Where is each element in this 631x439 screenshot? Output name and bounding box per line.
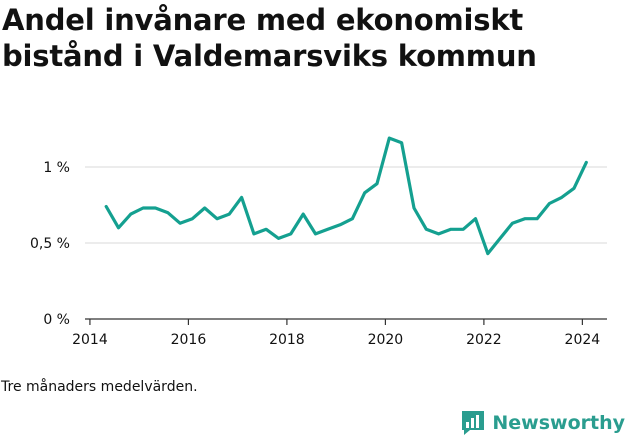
y-tick-label: 1 % <box>43 160 70 176</box>
x-tick-label: 2022 <box>466 332 502 348</box>
y-tick-label: 0,5 % <box>30 236 70 252</box>
x-axis <box>85 318 607 325</box>
y-axis-tick-labels: 0 % 0,5 % 1 % <box>30 160 70 328</box>
series-line <box>104 136 588 256</box>
x-tick-label: 2020 <box>368 332 404 348</box>
newsworthy-logo-icon <box>462 411 485 435</box>
series <box>104 136 588 256</box>
x-tick-label: 2024 <box>565 332 601 348</box>
brand-logo: Newsworthy <box>460 407 625 439</box>
x-tick-label: 2014 <box>72 332 108 348</box>
line-chart: 0 % 0,5 % 1 % 2014 2016 2018 2020 2022 2024 <box>30 136 607 348</box>
x-tick-label: 2016 <box>171 332 207 348</box>
x-tick-label: 2018 <box>269 332 305 348</box>
x-axis-tick-labels: 2014 2016 2018 2020 2022 2024 <box>72 332 600 348</box>
y-tick-label: 0 % <box>43 312 70 328</box>
chart-title: Andel invånare med ekonomiskt bistånd i … <box>2 2 622 74</box>
chart-title-line-2: bistånd i Valdemarsviks kommun <box>2 39 537 73</box>
footnote: Tre månaders medelvärden. <box>1 379 198 395</box>
brand-name: Newsworthy <box>492 412 625 434</box>
grid-lines <box>85 166 607 244</box>
chart-title-line-1: Andel invånare med ekonomiskt <box>2 3 524 37</box>
